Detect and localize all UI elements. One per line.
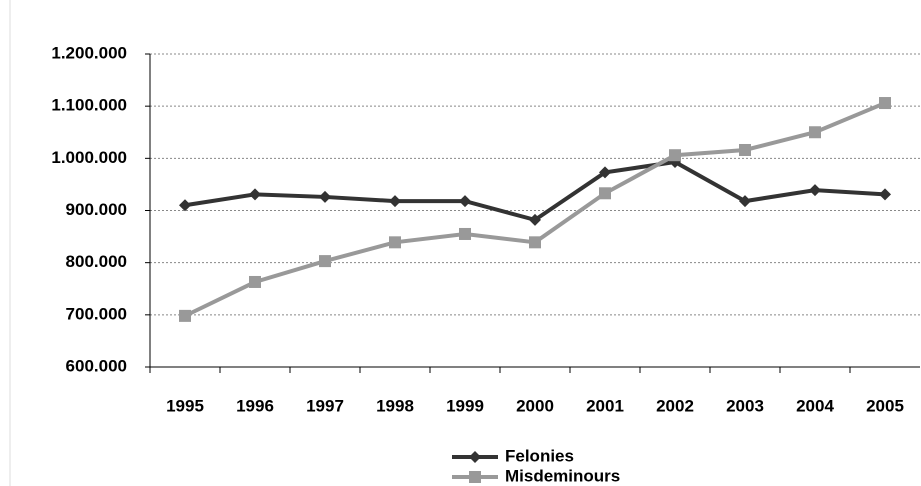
- legend-marker: [469, 471, 481, 483]
- data-point: [669, 149, 681, 162]
- y-tick-label: 600.000: [66, 356, 127, 375]
- y-tick-label: 1.200.000: [51, 43, 127, 62]
- data-point: [599, 166, 611, 179]
- data-point: [389, 236, 401, 249]
- y-tick-label: 900.000: [66, 200, 127, 219]
- data-point: [389, 195, 401, 208]
- x-tick-label: 2005: [866, 396, 904, 415]
- data-point: [319, 255, 331, 268]
- data-point: [249, 275, 261, 288]
- data-point: [319, 190, 331, 203]
- y-tick-label: 800.000: [66, 252, 127, 271]
- x-tick-label: 1999: [446, 396, 484, 415]
- y-tick-label: 1.100.000: [51, 96, 127, 115]
- data-point: [879, 97, 891, 110]
- x-tick-label: 2002: [656, 396, 694, 415]
- x-tick-label: 2004: [796, 396, 834, 415]
- data-point: [179, 199, 191, 212]
- series-line: [184, 159, 886, 223]
- x-tick-label: 2003: [726, 396, 764, 415]
- data-point: [739, 195, 751, 208]
- data-point: [879, 188, 891, 201]
- legend-marker: [469, 451, 481, 463]
- y-tick-label: 1.000.000: [51, 148, 127, 167]
- x-tick-label: 2000: [516, 396, 554, 415]
- x-tick-label: 2001: [586, 396, 624, 415]
- data-point: [809, 184, 821, 197]
- legend-label: Felonies: [505, 446, 574, 465]
- data-point: [529, 213, 541, 226]
- data-point: [739, 143, 751, 156]
- data-point: [599, 187, 611, 200]
- x-tick-label: 1998: [376, 396, 414, 415]
- data-point: [459, 227, 471, 240]
- y-tick-label: 700.000: [66, 304, 127, 323]
- x-tick-label: 1995: [166, 396, 204, 415]
- x-tick-label: 1997: [306, 396, 344, 415]
- data-point: [249, 188, 261, 201]
- data-point: [179, 309, 191, 322]
- data-point: [809, 126, 821, 139]
- series-line: [184, 101, 886, 318]
- legend-label: Misdeminours: [505, 466, 620, 485]
- data-point: [459, 195, 471, 208]
- data-point: [529, 236, 541, 249]
- x-tick-label: 1996: [236, 396, 274, 415]
